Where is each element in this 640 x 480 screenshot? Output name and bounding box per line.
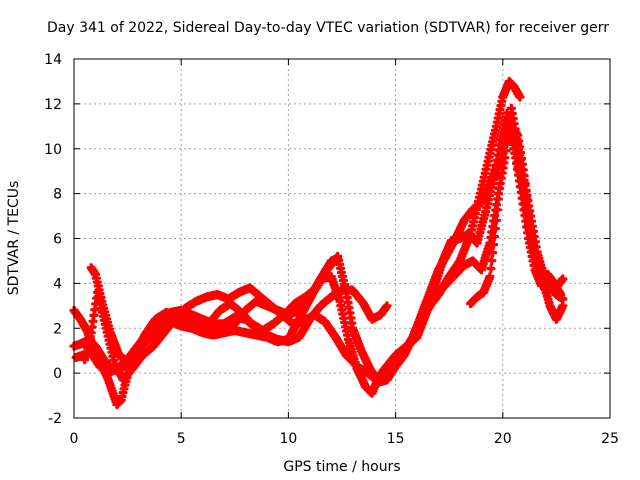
data-series bbox=[69, 76, 568, 410]
x-tick-label: 15 bbox=[387, 431, 405, 447]
x-axis-label: GPS time / hours bbox=[283, 459, 400, 475]
y-tick-label: -2 bbox=[48, 411, 62, 427]
series-track-7 bbox=[466, 121, 566, 309]
y-tick-label: 6 bbox=[53, 232, 62, 248]
x-tick-labels: 0 5 10 15 20 25 bbox=[70, 431, 619, 447]
chart-title: Day 341 of 2022, Sidereal Day-to-day VTE… bbox=[47, 20, 609, 36]
y-tick-label: 0 bbox=[53, 366, 62, 382]
y-tick-label: 4 bbox=[53, 276, 62, 292]
y-tick-labels: -2 0 2 4 6 8 10 12 14 bbox=[44, 52, 62, 427]
y-tick-label: 12 bbox=[44, 97, 62, 113]
x-tick-label: 0 bbox=[70, 431, 79, 447]
x-tick-label: 25 bbox=[601, 431, 619, 447]
y-tick-label: 8 bbox=[53, 187, 62, 203]
x-tick-label: 5 bbox=[177, 431, 186, 447]
x-tick-label: 10 bbox=[279, 431, 297, 447]
y-tick-label: 2 bbox=[53, 321, 62, 337]
axis-ticks bbox=[73, 58, 611, 419]
y-tick-label: 10 bbox=[44, 142, 62, 158]
y-axis-label: SDTVAR / TECUs bbox=[6, 181, 22, 296]
x-tick-label: 20 bbox=[494, 431, 512, 447]
y-tick-label: 14 bbox=[44, 52, 62, 68]
